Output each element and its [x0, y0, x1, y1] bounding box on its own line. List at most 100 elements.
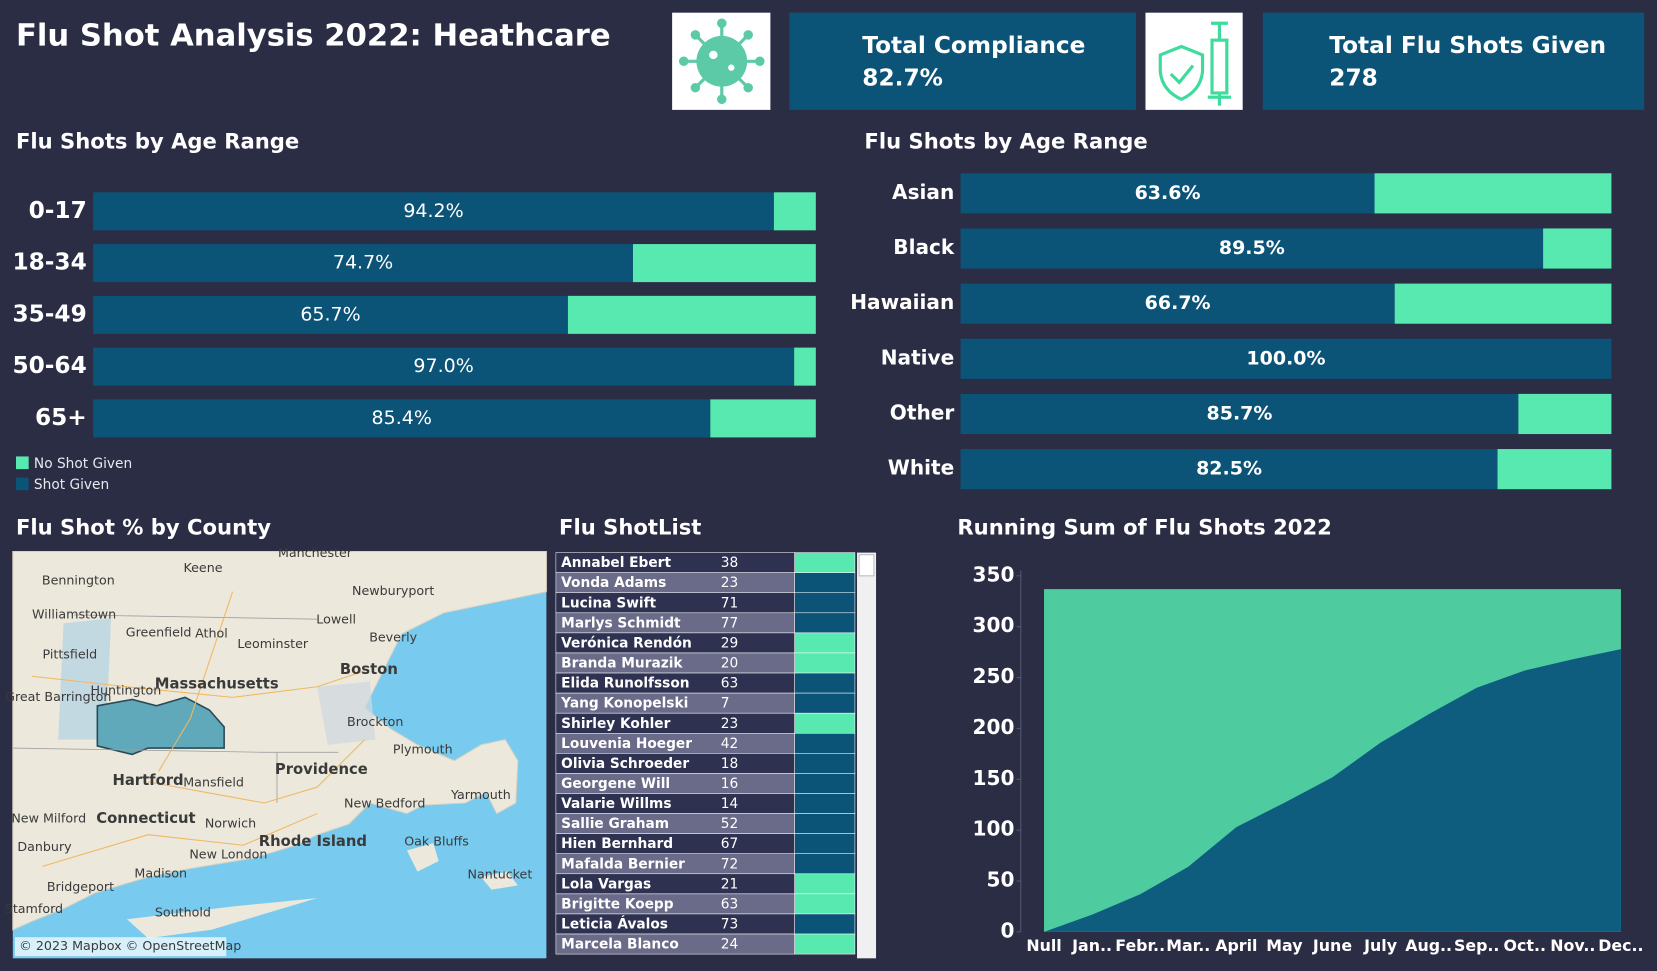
legend-label: No Shot Given — [34, 456, 132, 472]
scrollbar[interactable] — [857, 552, 877, 959]
area — [1044, 649, 1621, 932]
map-label: Massachusetts — [155, 676, 279, 693]
y-tick-label: 50 — [987, 868, 1015, 892]
bar-segment — [960, 173, 1375, 214]
map-label: Bennington — [42, 573, 115, 588]
bar-segment — [710, 399, 816, 438]
status-cell — [794, 612, 856, 634]
chart-title: Flu Shots by Age Range — [16, 129, 299, 154]
scrollbar-thumb[interactable] — [858, 554, 875, 577]
table-cell-name: Hien Bernhard — [561, 836, 673, 852]
value-label: 82.5% — [1196, 458, 1262, 480]
table-cell-name: Marlys Schmidt — [561, 615, 681, 631]
bar-segment — [93, 347, 795, 386]
bar-segment — [1543, 228, 1612, 269]
value-label: 85.7% — [1207, 402, 1273, 424]
table-cell-age: 7 — [721, 696, 730, 712]
map-label: Williamstown — [32, 606, 116, 621]
y-tick-label: White — [888, 456, 955, 480]
status-cell — [794, 813, 856, 834]
map-label: New London — [189, 846, 267, 861]
table-cell-name: Valarie Willms — [561, 796, 671, 812]
table-cell-name: Marcela Blanco — [561, 937, 679, 953]
y-tick-label: 250 — [973, 664, 1015, 688]
value-label: 97.0% — [413, 355, 473, 377]
land — [480, 871, 518, 890]
table-cell-age: 38 — [721, 555, 738, 571]
map-label: Nantucket — [467, 866, 532, 881]
status-cell — [794, 592, 856, 614]
map-label: Rhode Island — [259, 833, 367, 850]
table-cell-name: Vonda Adams — [561, 575, 666, 591]
x-tick-label: Febr.. — [1115, 936, 1165, 955]
y-tick-label: 35-49 — [12, 300, 86, 327]
map-label: Great Barrington — [5, 689, 111, 704]
table-cell-name: Leticia Ávalos — [561, 916, 668, 933]
table-cell-name: Lucina Swift — [561, 595, 656, 611]
bar-segment — [93, 244, 633, 283]
borders — [12, 614, 339, 804]
value-label: 89.5% — [1219, 237, 1285, 259]
x-tick-label: April — [1215, 936, 1257, 955]
y-tick-label: 0-17 — [29, 197, 87, 224]
kpi-value: 278 — [1329, 65, 1378, 92]
x-tick-label: June — [1312, 936, 1352, 955]
status-cell — [794, 933, 856, 955]
status-cell — [794, 552, 856, 573]
x-tick-label: July — [1363, 936, 1398, 955]
bar-segment — [960, 393, 1519, 435]
y-tick-label: 65+ — [35, 404, 87, 431]
status-cell — [794, 632, 856, 654]
y-tick-label: Asian — [892, 180, 954, 204]
y-tick-label: 100 — [973, 817, 1015, 841]
table-cell-age: 42 — [721, 736, 738, 752]
x-tick-label: Dec.. — [1598, 936, 1643, 955]
table-cell-age: 23 — [721, 716, 738, 732]
table-cell-age: 29 — [721, 635, 738, 651]
status-cell — [794, 753, 856, 774]
table-cell-age: 72 — [721, 856, 738, 872]
value-label: 65.7% — [300, 303, 360, 325]
table-cell-name: Brigitte Koepp — [561, 896, 674, 912]
bar-segment — [1394, 283, 1612, 324]
x-tick-label: Nov.. — [1550, 936, 1595, 955]
map-title: Flu Shot % by County — [16, 514, 271, 539]
status-cell — [794, 773, 856, 794]
y-tick-label: Black — [893, 235, 955, 259]
map-label: Southold — [155, 904, 211, 919]
kpi-card — [1262, 12, 1645, 110]
status-cell — [794, 733, 856, 754]
status-cell — [794, 893, 856, 915]
map-label: Manchester — [278, 545, 353, 560]
legend-swatch — [15, 477, 29, 491]
table-cell-name: Branda Murazik — [561, 656, 683, 672]
table-cell-age: 63 — [721, 676, 738, 692]
x-tick-label: Jan.. — [1071, 936, 1112, 955]
chart-title: Flu Shots by Age Range — [864, 129, 1147, 154]
bar-segment — [1374, 173, 1612, 214]
value-label: 74.7% — [333, 252, 393, 274]
kpi-label: Total Flu Shots Given — [1329, 32, 1606, 59]
bar-segment — [960, 338, 1612, 379]
table-cell-age: 71 — [721, 595, 738, 611]
y-tick-label: Native — [881, 345, 954, 369]
bar-segment — [567, 295, 816, 334]
map-label: Danbury — [17, 839, 72, 854]
table-cell-age: 21 — [721, 876, 738, 892]
status-cell — [794, 692, 856, 714]
table-cell-name: Shirley Kohler — [561, 716, 670, 732]
map-label: New Milford — [11, 810, 86, 825]
value-label: 85.4% — [372, 407, 432, 429]
table-cell-name: Sallie Graham — [561, 816, 669, 832]
table-cell-age: 20 — [721, 656, 738, 672]
map-label: Pittsfield — [43, 647, 98, 662]
map-label: Madison — [134, 865, 187, 880]
table-title: Flu ShotList — [559, 514, 701, 539]
table-cell-age: 24 — [721, 937, 738, 953]
table-cell-name: Olivia Schroeder — [561, 756, 689, 772]
status-cell — [794, 712, 856, 734]
kpi-label: Total Compliance — [862, 32, 1085, 59]
map-label: Leominster — [237, 636, 309, 651]
attribution-bg — [14, 937, 227, 957]
